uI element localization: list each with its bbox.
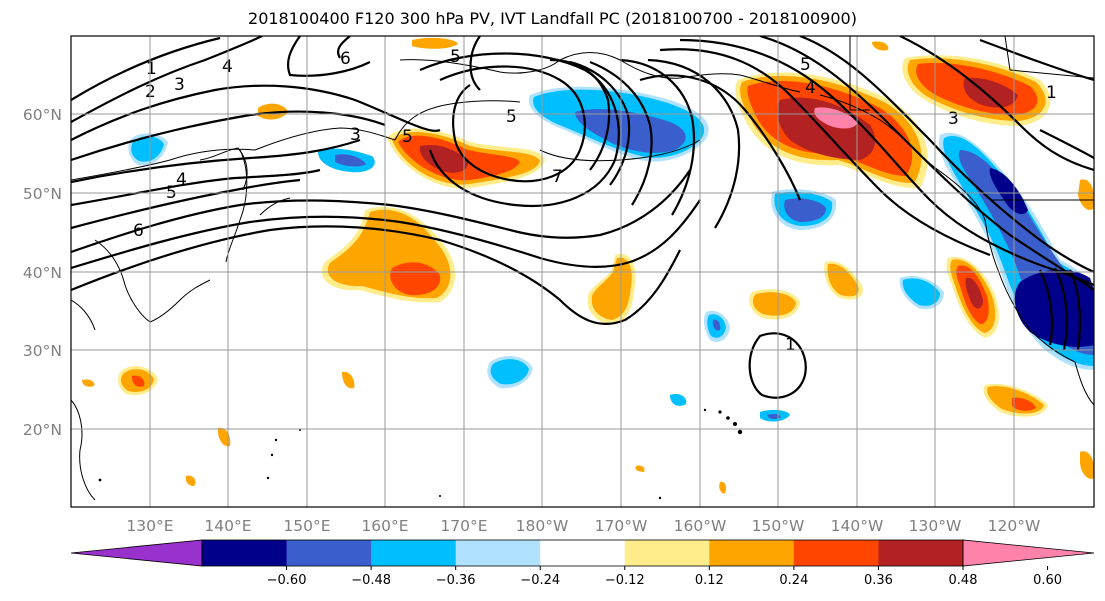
pv-contours [71, 36, 1094, 399]
colorbar-tick-label: −0.24 [520, 573, 560, 588]
lon-label: 170°E [440, 517, 487, 535]
lon-label: 150°W [752, 517, 805, 535]
contour-label: 5 [506, 107, 517, 127]
colorbar-tick-label: −0.60 [267, 573, 307, 588]
lon-label: 170°W [595, 517, 648, 535]
lat-label: 40°N [23, 264, 62, 282]
colorbar-tick-label: 0.12 [695, 573, 724, 588]
lat-label: 20°N [23, 421, 62, 439]
lon-label: 120°W [988, 517, 1041, 535]
colorbar-tick-label: −0.12 [605, 573, 645, 588]
colorbar-swatch [878, 540, 964, 566]
latitude-labels: 60°N 50°N 40°N 30°N 20°N [23, 106, 62, 439]
lon-label: 180°W [516, 517, 569, 535]
contour-label: 1 [1046, 83, 1057, 103]
colorbar-swatch [286, 540, 372, 566]
contour-label: 5 [402, 127, 413, 147]
contour-label: 6 [133, 221, 144, 241]
map-title: 2018100400 F120 300 hPa PV, IVT Landfall… [248, 9, 857, 28]
contour-label: 3 [350, 125, 361, 145]
colorbar-tick-label: −0.36 [436, 573, 476, 588]
lat-label: 60°N [23, 106, 62, 124]
lon-label: 130°W [909, 517, 962, 535]
colorbar-extend-low [71, 540, 202, 566]
colorbar: −0.60 −0.48 −0.36 −0.24 −0.12 0.12 0.24 0.36 0.4… [70, 539, 1095, 588]
colorbar-tick-label: 0.48 [949, 573, 978, 588]
colorbar-tick-label: 0.24 [779, 573, 808, 588]
contour-label: 5 [450, 47, 461, 67]
lat-label: 50°N [23, 185, 62, 203]
colorbar-tick-label: −0.48 [351, 573, 391, 588]
contour-label: 1 [146, 59, 157, 79]
contour-label: 4 [805, 78, 816, 98]
lon-label: 130°E [126, 517, 173, 535]
lon-label: 140°W [831, 517, 884, 535]
plot-border [70, 35, 1095, 508]
lon-label: 150°E [283, 517, 330, 535]
lon-label: 140°E [204, 517, 251, 535]
contour-label: 5 [800, 55, 811, 75]
lon-label: 160°W [674, 517, 727, 535]
colorbar-swatch [540, 540, 626, 566]
gridlines [71, 36, 1094, 507]
longitude-labels: 130°E 140°E 150°E 160°E 170°E 180°W 170°… [126, 517, 1040, 535]
contour-label: 7 [552, 167, 563, 187]
colorbar-swatch [202, 540, 288, 566]
colorbar-extend-high [963, 540, 1094, 566]
colorbar-swatch [455, 540, 541, 566]
lon-label: 160°E [361, 517, 408, 535]
contour-label: 1 [785, 335, 796, 355]
lat-label: 30°N [23, 342, 62, 360]
colorbar-swatch [371, 540, 457, 566]
contour-label: 4 [222, 57, 233, 77]
contour-label: 6 [340, 49, 351, 69]
colorbar-swatch [624, 540, 710, 566]
colorbar-tick-label: 0.60 [1033, 573, 1062, 588]
colorbar-swatch [793, 540, 879, 566]
contour-label: 4 [176, 170, 187, 190]
colorbar-swatch [709, 540, 795, 566]
positive-anomaly-shading [82, 37, 1094, 494]
colorbar-tick-label: 0.36 [864, 573, 893, 588]
contour-label: 3 [174, 75, 185, 95]
contour-label: 3 [948, 109, 959, 129]
